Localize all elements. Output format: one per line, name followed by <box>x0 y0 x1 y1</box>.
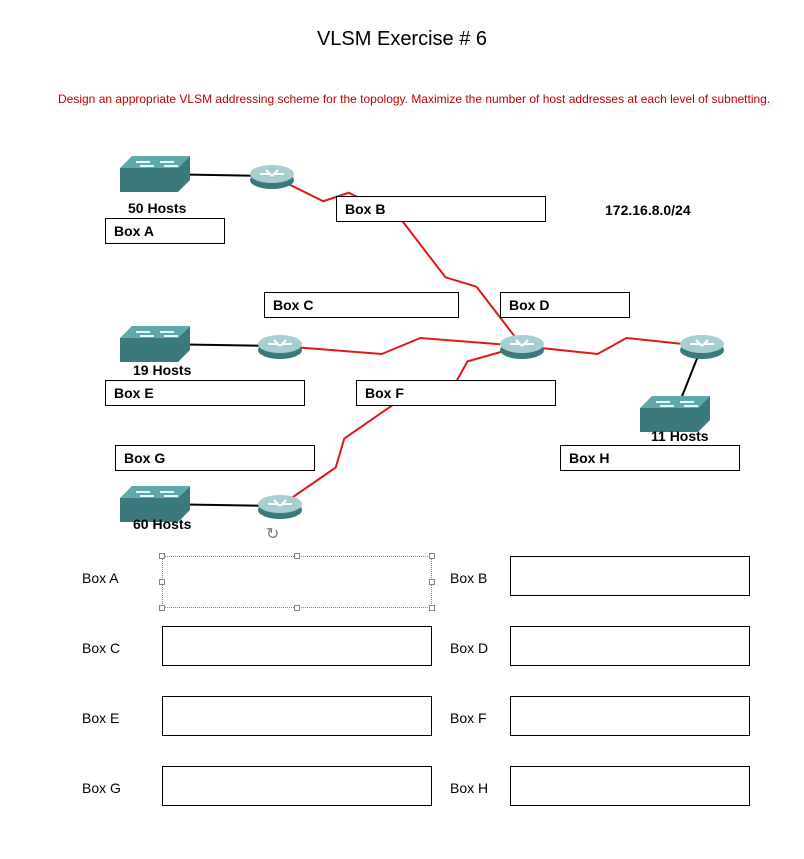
resize-handle[interactable] <box>159 553 165 559</box>
answer-field-c[interactable] <box>162 626 432 666</box>
resize-handle[interactable] <box>429 579 435 585</box>
answer-label-b: Box B <box>450 570 487 586</box>
router-icon <box>258 335 302 359</box>
page: { "page": { "width": 804, "height": 859,… <box>0 0 804 859</box>
router-icon <box>250 165 294 189</box>
box-g-label: Box G <box>115 445 315 471</box>
answer-field-h[interactable] <box>510 766 750 806</box>
box-f-label: Box F <box>356 380 556 406</box>
answer-label-e: Box E <box>82 710 119 726</box>
box-a-label: Box A <box>105 218 225 244</box>
topology-diagram <box>0 0 804 560</box>
resize-handle[interactable] <box>294 605 300 611</box>
box-e-label: Box E <box>105 380 305 406</box>
resize-handle[interactable] <box>294 553 300 559</box>
answer-field-d[interactable] <box>510 626 750 666</box>
resize-handle[interactable] <box>429 605 435 611</box>
answer-label-d: Box D <box>450 640 488 656</box>
answer-label-h: Box H <box>450 780 488 796</box>
answer-field-e[interactable] <box>162 696 432 736</box>
box-d-label: Box D <box>500 292 630 318</box>
router-icon <box>500 335 544 359</box>
box-c-label: Box C <box>264 292 459 318</box>
link-serial <box>280 338 522 354</box>
resize-handle[interactable] <box>429 553 435 559</box>
hosts-h: 11 Hosts <box>651 428 709 444</box>
answer-field-g[interactable] <box>162 766 432 806</box>
resize-handle[interactable] <box>159 579 165 585</box>
refresh-icon[interactable]: ↻ <box>266 524 279 544</box>
switch-icon <box>120 326 190 362</box>
switch-icon <box>120 156 190 192</box>
router-icon <box>680 335 724 359</box>
answer-field-a[interactable] <box>162 556 432 608</box>
answer-label-a: Box A <box>82 570 119 586</box>
answer-label-c: Box C <box>82 640 120 656</box>
link-serial <box>400 218 522 346</box>
answer-field-f[interactable] <box>510 696 750 736</box>
box-b-label: Box B <box>336 196 546 222</box>
hosts-g: 60 Hosts <box>133 516 191 532</box>
answer-label-g: Box G <box>82 780 121 796</box>
answer-field-b[interactable] <box>510 556 750 596</box>
hosts-a: 50 Hosts <box>128 200 186 216</box>
link-serial <box>522 338 702 354</box>
router-icon <box>258 495 302 519</box>
box-h-label: Box H <box>560 445 740 471</box>
hosts-e: 19 Hosts <box>133 362 191 378</box>
resize-handle[interactable] <box>159 605 165 611</box>
answer-label-f: Box F <box>450 710 487 726</box>
switch-icon <box>640 396 710 432</box>
